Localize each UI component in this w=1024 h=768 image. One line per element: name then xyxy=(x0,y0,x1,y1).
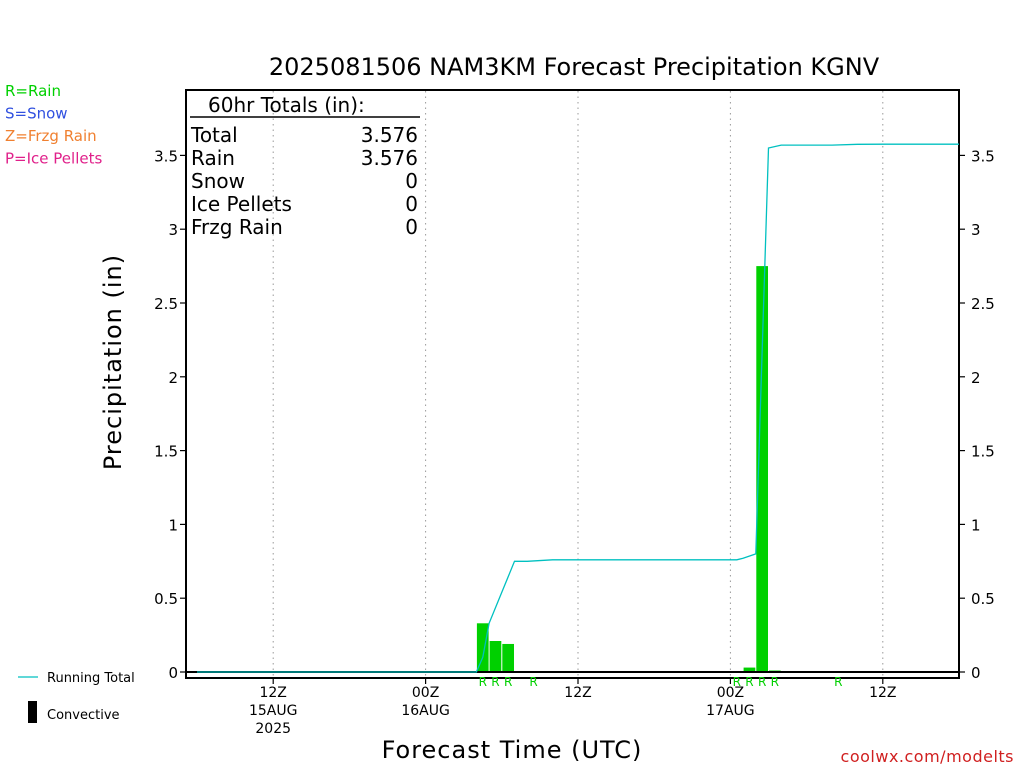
y-tick-label-left: 3 xyxy=(168,221,178,239)
y-tick-label-right: 0.5 xyxy=(971,590,995,608)
precip-type-legend-item: S=Snow xyxy=(5,105,68,123)
precip-type-mark: R xyxy=(504,675,512,689)
x-tick-label: 12Z xyxy=(259,685,286,701)
convective-bar xyxy=(489,641,502,672)
y-tick-label-left: 2.5 xyxy=(154,295,178,313)
running-total-line xyxy=(197,143,959,673)
x-tick-label: 16AUG xyxy=(401,703,450,719)
x-tick-label: 00Z xyxy=(412,685,439,701)
y-tick-label-right: 0 xyxy=(971,664,981,682)
totals-row-value: 3.576 xyxy=(361,146,418,170)
x-tick-label: 00Z xyxy=(717,685,744,701)
totals-row-label: Total xyxy=(190,123,238,147)
totals-row-value: 0 xyxy=(405,192,418,216)
series-legend: Running Total Convective xyxy=(18,671,135,723)
totals-box: 60hr Totals (in): Total 3.576 Rain 3.576 Sno… xyxy=(190,93,420,239)
y-tick-label-right: 2.5 xyxy=(971,295,995,313)
precip-type-legend-item: P=Ice Pellets xyxy=(5,150,102,168)
convective-legend-swatch xyxy=(28,701,37,723)
precip-type-legend: R=Rain S=Snow Z=Frzg Rain P=Ice Pellets xyxy=(5,82,102,168)
precip-type-mark: R xyxy=(771,675,779,689)
x-tick-label: 2025 xyxy=(255,721,291,737)
totals-row-label: Frzg Rain xyxy=(191,215,283,239)
x-tick-label: 12Z xyxy=(869,685,896,701)
chart-title: 2025081506 NAM3KM Forecast Precipitation… xyxy=(269,53,880,81)
x-tick-label: 15AUG xyxy=(249,703,298,719)
precip-type-mark: R xyxy=(834,675,842,689)
convective-bars xyxy=(476,266,781,672)
precip-type-mark: R xyxy=(745,675,753,689)
convective-bar xyxy=(743,667,756,672)
convective-bar xyxy=(476,623,489,672)
y-tick-label-left: 2 xyxy=(168,369,178,387)
precip-type-legend-item: Z=Frzg Rain xyxy=(5,127,97,145)
y-tick-label-left: 0 xyxy=(168,664,178,682)
x-axis-label: Forecast Time (UTC) xyxy=(382,736,643,764)
precip-type-legend-item: R=Rain xyxy=(5,82,61,100)
convective-legend-label: Convective xyxy=(47,708,120,723)
precip-type-mark: R xyxy=(758,675,766,689)
precip-type-mark: R xyxy=(733,675,741,689)
convective-bar xyxy=(756,266,768,672)
y-tick-label-left: 1.5 xyxy=(154,443,178,461)
running-total-series xyxy=(197,143,959,673)
grid-lines xyxy=(272,91,884,677)
y-tick-label-right: 1 xyxy=(971,516,981,534)
totals-row-label: Rain xyxy=(191,146,235,170)
y-axis-ticks: 0 00.5 0.51 11.5 1.52 22.5 2.53 33.5 3.5 xyxy=(154,147,995,682)
totals-row-value: 3.576 xyxy=(361,123,418,147)
credit-text: coolwx.com/modelts xyxy=(841,747,1014,766)
x-tick-label: 12Z xyxy=(564,685,591,701)
y-tick-label-left: 3.5 xyxy=(154,147,178,165)
totals-row-value: 0 xyxy=(405,215,418,239)
totals-row-label: Ice Pellets xyxy=(191,192,292,216)
precip-type-mark: R xyxy=(491,675,499,689)
running-total-legend-label: Running Total xyxy=(47,671,135,686)
x-tick-label: 17AUG xyxy=(706,703,755,719)
precip-type-mark: R xyxy=(479,675,487,689)
totals-row-label: Snow xyxy=(191,169,245,193)
y-axis-label: Precipitation (in) xyxy=(99,254,127,470)
y-tick-label-right: 2 xyxy=(971,369,981,387)
totals-row-value: 0 xyxy=(405,169,418,193)
x-axis-ticks: 12Z 15AUG 2025 00Z 16AUG 12Z 00Z 17AUG 12Z xyxy=(249,678,897,737)
totals-header: 60hr Totals (in): xyxy=(208,93,365,117)
y-tick-label-right: 3.5 xyxy=(971,147,995,165)
convective-bar xyxy=(502,643,514,672)
y-tick-label-left: 0.5 xyxy=(154,590,178,608)
y-tick-label-right: 1.5 xyxy=(971,443,995,461)
y-tick-label-left: 1 xyxy=(168,516,178,534)
y-tick-label-right: 3 xyxy=(971,221,981,239)
precip-type-mark: R xyxy=(529,675,537,689)
plot-frame xyxy=(185,89,960,679)
